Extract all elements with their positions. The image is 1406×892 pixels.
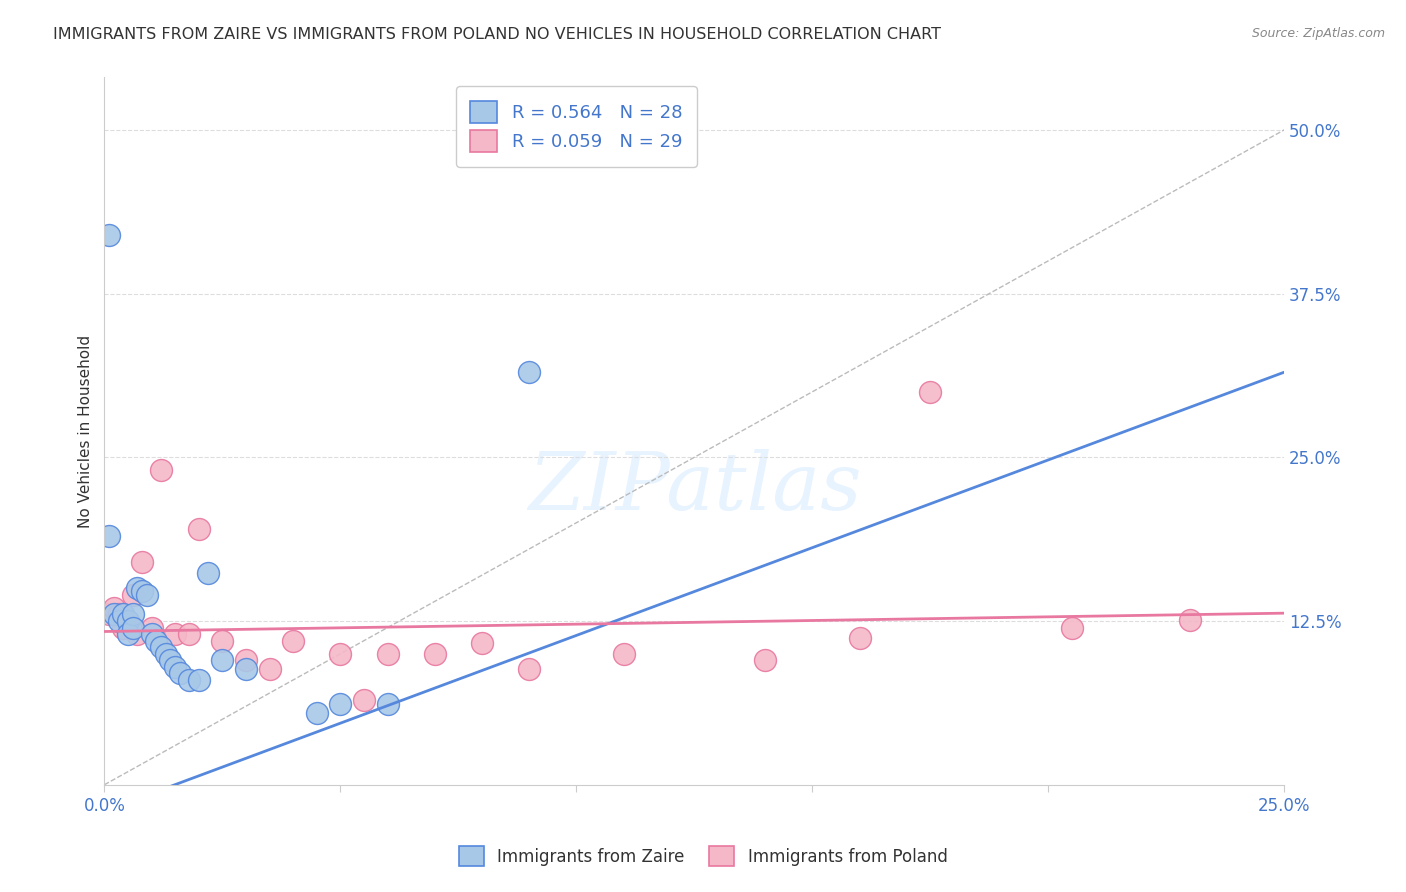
Point [103, 607, 125, 622]
Point [121, 607, 143, 622]
Point [117, 614, 139, 628]
Text: Source: ZipAtlas.com: Source: ZipAtlas.com [1251, 27, 1385, 40]
Legend: R = 0.564   N = 28, R = 0.059   N = 29: R = 0.564 N = 28, R = 0.059 N = 29 [456, 87, 697, 167]
Point [187, 673, 209, 687]
Point [283, 633, 305, 648]
Point [135, 588, 157, 602]
Point [145, 633, 167, 648]
Point [98, 607, 121, 622]
Text: IMMIGRANTS FROM ZAIRE VS IMMIGRANTS FROM POLAND NO VEHICLES IN HOUSEHOLD CORRELA: IMMIGRANTS FROM ZAIRE VS IMMIGRANTS FROM… [53, 27, 942, 42]
Point [150, 640, 173, 655]
Point [235, 653, 257, 667]
Point [117, 614, 139, 628]
Point [754, 653, 776, 667]
Point [121, 621, 143, 635]
Point [131, 583, 153, 598]
Point [103, 601, 125, 615]
Y-axis label: No Vehicles in Household: No Vehicles in Household [79, 334, 93, 528]
Point [305, 706, 328, 720]
Point [121, 588, 143, 602]
Point [112, 621, 135, 635]
Point [329, 697, 352, 711]
Point [471, 636, 494, 650]
Point [98, 227, 121, 242]
Point [107, 614, 129, 628]
Legend: Immigrants from Zaire, Immigrants from Poland: Immigrants from Zaire, Immigrants from P… [451, 839, 955, 873]
Point [423, 647, 446, 661]
Point [353, 692, 375, 706]
Point [165, 660, 187, 674]
Point [127, 582, 149, 596]
Text: ZIPatlas: ZIPatlas [527, 449, 860, 526]
Point [169, 666, 191, 681]
Point [1178, 613, 1201, 627]
Point [259, 663, 281, 677]
Point [211, 633, 233, 648]
Point [848, 631, 870, 645]
Point [235, 663, 257, 677]
Point [141, 627, 163, 641]
Point [112, 607, 135, 622]
Point [1060, 621, 1083, 635]
Point [920, 384, 942, 399]
Point [197, 566, 219, 580]
Point [329, 647, 352, 661]
Point [165, 627, 187, 641]
Point [159, 653, 181, 667]
Point [187, 522, 209, 536]
Point [155, 647, 177, 661]
Point [179, 627, 201, 641]
Point [117, 627, 139, 641]
Point [107, 607, 129, 622]
Point [150, 463, 173, 477]
Point [211, 653, 233, 667]
Point [377, 697, 399, 711]
Point [377, 647, 399, 661]
Point [179, 673, 201, 687]
Point [141, 621, 163, 635]
Point [131, 555, 153, 569]
Point [98, 529, 121, 543]
Point [517, 365, 540, 379]
Point [127, 627, 149, 641]
Point [517, 663, 540, 677]
Point [612, 647, 634, 661]
